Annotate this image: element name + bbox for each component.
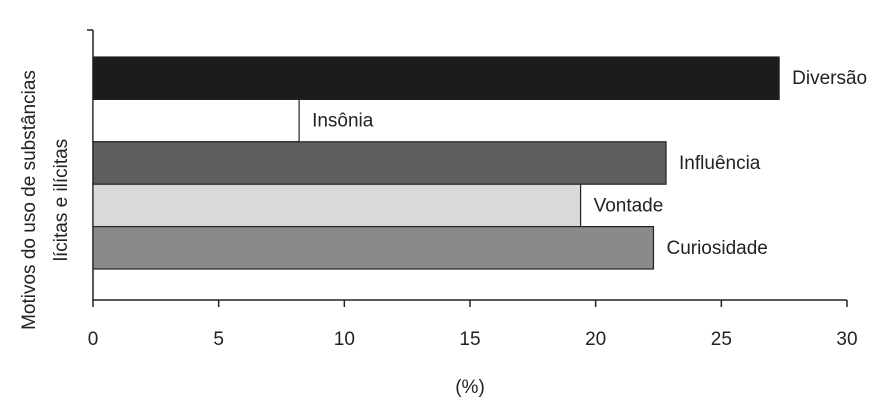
y-axis-label: lícitas e ilícitas — [51, 139, 72, 261]
category-label: Influência — [679, 153, 761, 174]
bar — [92, 226, 655, 270]
x-axis-label: (%) — [455, 377, 485, 398]
x-tick-label: 15 — [459, 329, 480, 350]
category-label: Vontade — [594, 195, 664, 216]
x-tick-label: 5 — [213, 329, 224, 350]
bar — [92, 56, 780, 101]
bar — [92, 183, 582, 228]
category-label: Curiosidade — [666, 238, 767, 259]
x-tick-label: 0 — [88, 329, 99, 350]
bar — [92, 98, 300, 143]
x-tick-label: 30 — [836, 329, 857, 350]
y-axis-label: Motivos do uso de substâncias — [19, 70, 40, 330]
x-tick-label: 10 — [334, 329, 355, 350]
x-tick-label: 25 — [711, 329, 732, 350]
x-tick-label: 20 — [585, 329, 606, 350]
bar — [92, 141, 667, 185]
category-label: Insônia — [312, 111, 374, 132]
category-label: Diversão — [792, 68, 867, 89]
